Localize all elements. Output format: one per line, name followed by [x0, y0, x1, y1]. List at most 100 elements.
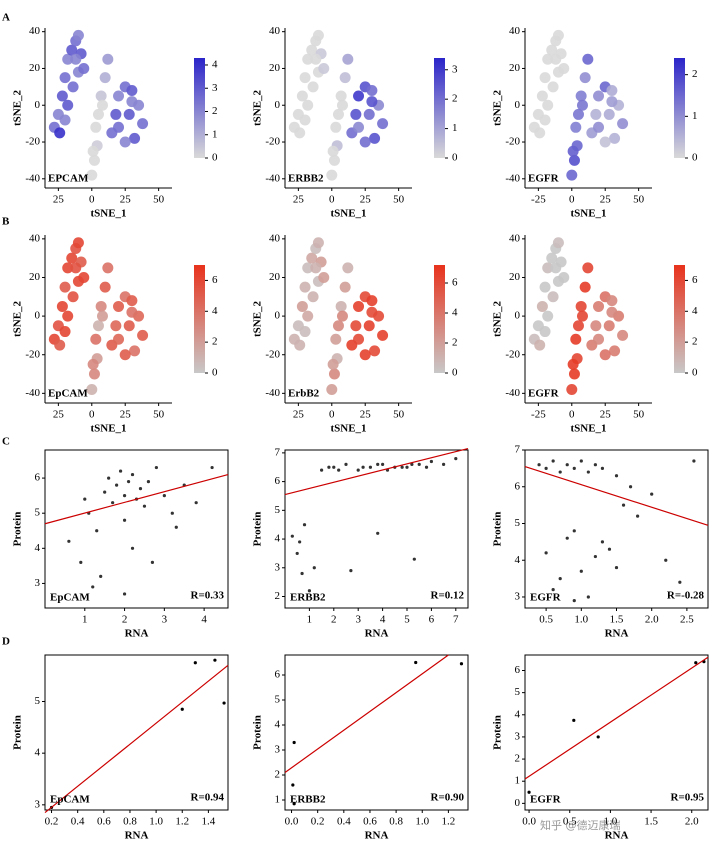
y-tick-label: -40 — [25, 172, 40, 184]
data-point — [551, 459, 555, 463]
cell-point — [539, 281, 551, 293]
data-point — [694, 661, 698, 665]
cell-point — [593, 90, 605, 102]
cell-point — [369, 345, 381, 357]
cell-point — [566, 383, 578, 395]
colorbar-tick-label: 4 — [212, 305, 218, 317]
cell-point — [536, 90, 548, 102]
cell-point — [547, 291, 559, 303]
cell-point — [539, 114, 551, 126]
cell-point — [342, 53, 354, 65]
y-tick-label: 6 — [275, 475, 281, 487]
data-point — [537, 463, 541, 467]
cell-point — [90, 121, 102, 133]
cell-point — [536, 300, 548, 312]
data-point — [381, 462, 385, 466]
data-point — [332, 465, 336, 469]
colorbar-tick-label: 4 — [692, 305, 698, 317]
y-tick-label: 0 — [515, 310, 521, 322]
cell-point — [294, 127, 306, 139]
y-tick-label: 2 — [275, 769, 281, 781]
colorbar-tick-label: 0 — [692, 367, 698, 379]
cell-point — [86, 383, 98, 395]
cell-point — [350, 320, 362, 332]
data-point — [83, 497, 87, 501]
data-point — [600, 466, 605, 470]
data-point — [150, 560, 155, 564]
data-point — [650, 492, 654, 496]
cell-point — [59, 72, 71, 84]
y-tick-label: 5 — [35, 695, 41, 707]
cell-point — [88, 368, 100, 380]
fit-line — [284, 447, 469, 496]
cell-point — [56, 300, 68, 312]
y-axis-label: tSNE_2 — [492, 89, 504, 126]
cell-point — [542, 53, 554, 65]
x-tick-label: 25 — [120, 409, 132, 421]
cell-point — [62, 99, 74, 111]
colorbar — [674, 58, 685, 158]
cell-point — [299, 281, 311, 293]
gene-label: EGFR — [528, 173, 560, 185]
r-label: R=0.95 — [671, 792, 705, 804]
y-tick-label: -20 — [505, 136, 520, 148]
x-tick-label: -25 — [531, 409, 546, 421]
y-axis-label: tSNE_2 — [252, 89, 264, 126]
cell-point — [599, 136, 611, 148]
cell-point — [318, 271, 330, 283]
x-tick-label: 25 — [120, 194, 132, 206]
x-tick-label: 0 — [569, 194, 575, 206]
y-tick-label: 0 — [35, 310, 41, 322]
cell-point — [342, 262, 354, 274]
cell-point — [575, 300, 587, 312]
y-axis-label: Protein — [12, 715, 24, 750]
data-point — [111, 501, 115, 505]
plot-frame — [524, 449, 709, 609]
data-point — [544, 551, 548, 555]
cell-point — [550, 262, 562, 274]
cell-point — [302, 262, 314, 274]
x-tick-label: 5 — [404, 614, 410, 626]
colorbar-tick-label: 1 — [452, 122, 458, 134]
cell-point — [92, 108, 104, 120]
cell-point — [99, 72, 111, 84]
cell-point — [336, 310, 348, 322]
r-label: R=0.94 — [191, 792, 225, 804]
plot-frame — [44, 654, 229, 811]
y-tick-label: 0 — [35, 99, 41, 111]
x-tick-label: 1 — [82, 614, 88, 626]
x-tick-label: 25 — [360, 194, 372, 206]
x-tick-label: 50 — [153, 409, 165, 421]
cell-point — [617, 329, 629, 341]
data-point — [138, 487, 143, 491]
y-tick-label: 3 — [35, 798, 41, 810]
colorbar-tick-label: 1 — [212, 128, 218, 140]
data-point — [337, 468, 341, 472]
y-tick-label: 0 — [275, 99, 281, 111]
y-tick-label: 0 — [515, 797, 521, 809]
cell-point — [113, 300, 125, 312]
cell-point — [377, 329, 389, 341]
data-point — [118, 469, 123, 473]
x-tick-label: 0.2 — [45, 816, 59, 828]
colorbar-tick-label: 6 — [692, 274, 698, 286]
data-point — [103, 490, 107, 494]
panel-label: D — [2, 636, 10, 648]
colorbar — [434, 58, 445, 158]
data-point — [572, 718, 576, 722]
gene-label: ErbB2 — [288, 388, 320, 400]
data-point — [551, 588, 555, 592]
data-point — [614, 565, 619, 570]
y-tick-label: 4 — [515, 708, 521, 720]
y-tick-label: 5 — [515, 517, 521, 529]
data-point — [442, 462, 446, 466]
colorbar-tick-label: 0 — [452, 367, 458, 379]
cell-point — [606, 306, 618, 318]
cell-point — [606, 85, 618, 97]
cell-point — [70, 262, 82, 274]
plot-frame — [284, 654, 469, 811]
data-point — [586, 595, 590, 599]
cell-point — [299, 114, 311, 126]
y-axis-label: Protein — [12, 512, 24, 547]
cell-point — [335, 90, 347, 102]
